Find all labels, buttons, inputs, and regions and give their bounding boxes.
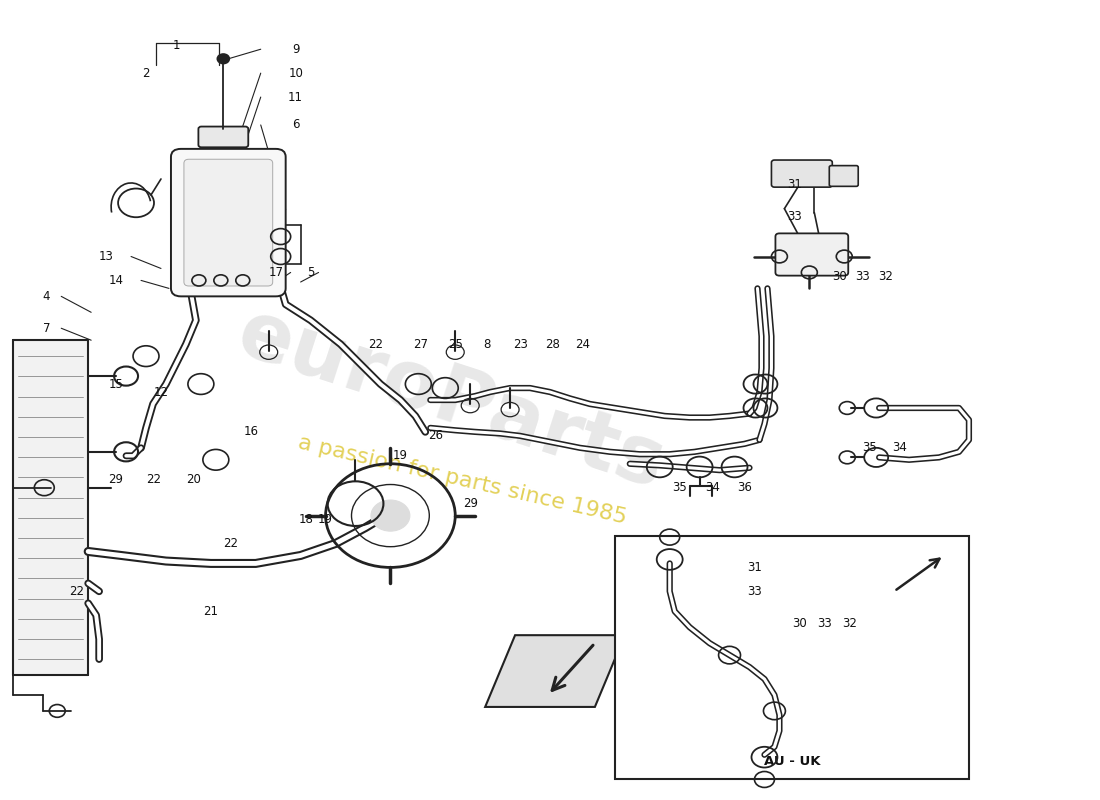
Text: 22: 22 [68, 585, 84, 598]
Text: 7: 7 [43, 322, 50, 334]
Text: 33: 33 [747, 585, 762, 598]
Text: 21: 21 [204, 605, 219, 618]
Text: 34: 34 [892, 442, 906, 454]
Text: 22: 22 [367, 338, 383, 350]
Text: 23: 23 [513, 338, 528, 350]
Text: 5: 5 [307, 266, 315, 279]
Text: 12: 12 [154, 386, 168, 398]
Text: 25: 25 [448, 338, 463, 350]
Text: 22: 22 [223, 537, 239, 550]
Text: 30: 30 [832, 270, 847, 283]
Text: 2: 2 [142, 66, 150, 80]
Text: 33: 33 [786, 210, 802, 223]
Text: AU - UK: AU - UK [763, 754, 821, 768]
FancyBboxPatch shape [13, 340, 88, 675]
Text: 6: 6 [292, 118, 299, 131]
Text: 31: 31 [786, 178, 802, 191]
Text: 36: 36 [737, 481, 752, 494]
Text: 9: 9 [292, 42, 299, 56]
Text: 34: 34 [705, 481, 720, 494]
Circle shape [371, 500, 410, 531]
Text: 33: 33 [817, 617, 832, 630]
Text: 22: 22 [146, 474, 162, 486]
Circle shape [218, 54, 229, 63]
Text: 14: 14 [109, 274, 123, 287]
Text: 30: 30 [792, 617, 806, 630]
Text: 18: 18 [298, 513, 314, 526]
Text: 32: 32 [878, 270, 892, 283]
Text: 26: 26 [428, 430, 443, 442]
Text: 24: 24 [575, 338, 591, 350]
Text: 11: 11 [288, 90, 304, 103]
Text: 32: 32 [842, 617, 857, 630]
Text: 15: 15 [109, 378, 123, 390]
Text: 35: 35 [861, 442, 877, 454]
Polygon shape [485, 635, 625, 707]
Text: 20: 20 [187, 474, 201, 486]
FancyBboxPatch shape [771, 160, 833, 187]
FancyBboxPatch shape [184, 159, 273, 286]
Text: 29: 29 [463, 497, 477, 510]
Text: 29: 29 [109, 474, 123, 486]
Text: 13: 13 [99, 250, 113, 263]
Text: 10: 10 [288, 66, 304, 80]
Text: 33: 33 [855, 270, 870, 283]
Text: 28: 28 [546, 338, 560, 350]
Text: 17: 17 [268, 266, 283, 279]
FancyBboxPatch shape [829, 166, 858, 186]
FancyBboxPatch shape [615, 535, 969, 778]
Text: 8: 8 [484, 338, 491, 350]
Text: 1: 1 [173, 38, 179, 52]
FancyBboxPatch shape [198, 126, 249, 147]
FancyBboxPatch shape [776, 234, 848, 276]
Text: 19: 19 [393, 450, 408, 462]
Text: 27: 27 [412, 338, 428, 350]
Text: a passion for parts since 1985: a passion for parts since 1985 [296, 432, 628, 527]
Text: 19: 19 [318, 513, 333, 526]
Text: 35: 35 [672, 481, 688, 494]
FancyBboxPatch shape [170, 149, 286, 296]
Text: 31: 31 [747, 561, 762, 574]
Text: 4: 4 [43, 290, 50, 303]
Text: euroParts: euroParts [228, 294, 674, 506]
Text: 16: 16 [243, 426, 258, 438]
